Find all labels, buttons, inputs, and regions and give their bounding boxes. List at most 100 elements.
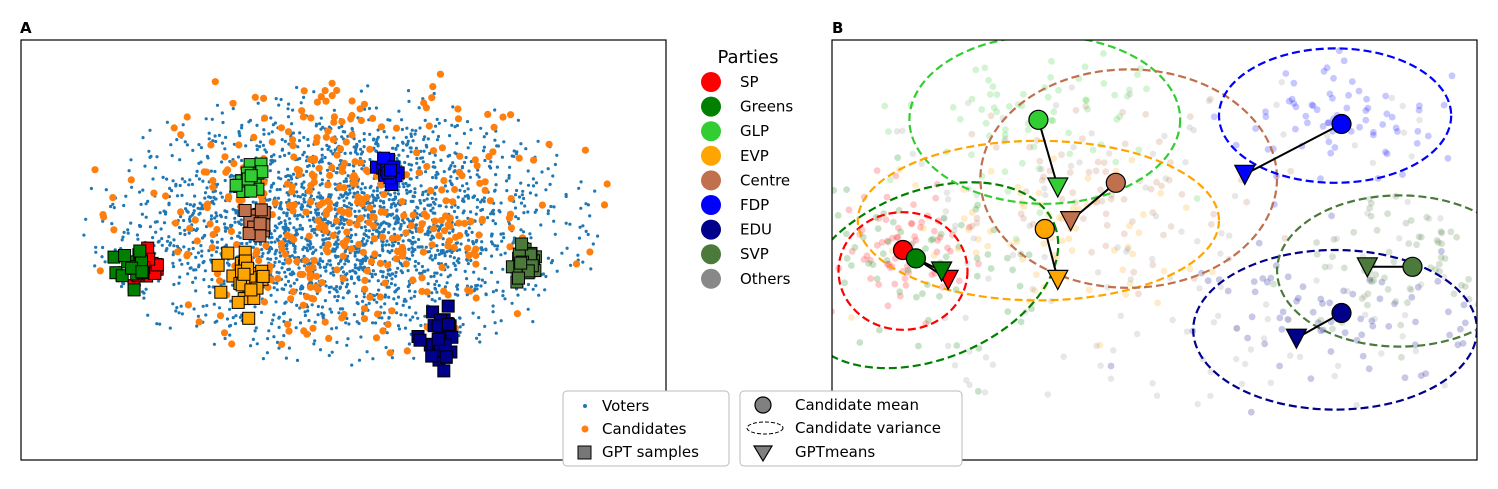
candidate-point-edu (1247, 408, 1255, 416)
voter-point (464, 229, 468, 233)
voter-point (168, 326, 172, 330)
candidate-point (449, 198, 457, 206)
voter-point (373, 272, 378, 276)
voter-point (353, 251, 357, 256)
voter-point (217, 306, 222, 310)
voter-point (154, 166, 158, 170)
voter-point (233, 216, 237, 220)
voter-point (406, 269, 410, 273)
voter-point (435, 271, 439, 275)
voter-point (204, 313, 208, 317)
voter-point (222, 279, 226, 283)
candidate-point-fdp (1414, 127, 1422, 135)
voter-point (169, 143, 173, 147)
candidate-point-greens (896, 288, 904, 296)
voter-point (261, 252, 265, 256)
voter-point (507, 176, 511, 180)
candidate-point-centre (1097, 186, 1104, 194)
candidate-point-centre (1102, 242, 1110, 250)
voter-point (394, 274, 398, 278)
voter-point (180, 312, 184, 316)
voter-point (462, 160, 467, 164)
candidate-point (452, 233, 460, 241)
voter-point (501, 289, 505, 293)
gpt-sample-edu (439, 350, 453, 364)
candidate-point-fdp (1288, 95, 1296, 103)
candidate-point (339, 252, 347, 260)
candidate-point-centre (1033, 136, 1041, 144)
candidate-point-greens (895, 206, 903, 214)
candidate-point (407, 222, 415, 230)
candidate-point-others (1364, 210, 1371, 217)
party-legend-label-svp: SVP (740, 245, 769, 263)
voter-point (367, 229, 371, 233)
candidate-point-svp (1458, 281, 1465, 289)
candidate-point-fdp (1325, 119, 1333, 127)
voter-point (191, 246, 195, 251)
voter-point (329, 193, 333, 197)
candidate-point-glp (993, 91, 1001, 98)
voter-point (433, 271, 437, 275)
voter-point (403, 326, 408, 330)
voter-point (335, 340, 339, 344)
candidate-point-svp (1381, 274, 1388, 282)
voter-point (407, 289, 412, 293)
voter-point (467, 226, 471, 230)
voter-point (390, 356, 394, 360)
voter-point (417, 166, 422, 170)
voter-point (377, 288, 381, 292)
candidate-point (379, 327, 387, 335)
voter-point (306, 204, 310, 208)
voter-point (564, 221, 568, 225)
panel-a-label: A (20, 19, 32, 37)
candidate-point-greens (848, 262, 855, 269)
voter-point (181, 123, 185, 127)
voter-point (315, 233, 319, 237)
voter-point (279, 254, 283, 258)
candidate-point-svp (1413, 241, 1420, 249)
voter-point (564, 194, 568, 199)
legend-b-box (739, 390, 963, 467)
voter-point (258, 145, 262, 149)
voter-point (537, 293, 541, 297)
voter-point (321, 125, 325, 129)
legend-candidate-variance-marker (746, 421, 784, 435)
voter-point (268, 197, 272, 202)
voter-point (586, 232, 590, 237)
candidate-point (333, 266, 341, 274)
candidate-point-svp (1372, 271, 1380, 279)
voter-point (523, 204, 527, 208)
voter-point (568, 222, 572, 226)
candidate-point-others (1149, 380, 1156, 387)
candidate-point-edu (1309, 308, 1317, 316)
voter-point (438, 204, 442, 208)
candidate-point-others (943, 189, 951, 196)
voter-point (344, 321, 348, 325)
voter-point (345, 196, 349, 200)
candidate-point (306, 283, 314, 291)
voter-point (177, 225, 182, 230)
voter-point (383, 302, 387, 306)
candidate-point-centre (1165, 176, 1173, 184)
voter-point (372, 294, 376, 298)
voter-point (230, 223, 234, 228)
voter-point (195, 169, 199, 173)
voter-point (435, 117, 439, 121)
voter-point (334, 240, 338, 244)
voter-point (329, 263, 333, 267)
candidate-point-svp (1364, 301, 1371, 309)
candidate-mean-glp (1028, 109, 1049, 130)
voter-point (425, 145, 429, 149)
candidate-point-svp (1390, 258, 1398, 266)
candidate-point-fdp (1382, 148, 1389, 156)
legend-gpt-means-label: GPTmeans (795, 443, 875, 461)
candidate-point-centre (1020, 215, 1027, 222)
voter-point (127, 169, 131, 173)
voter-point (155, 220, 159, 224)
candidate-point (325, 334, 333, 342)
candidate-point (446, 222, 454, 230)
candidate-point (330, 113, 338, 121)
candidate-point (343, 228, 351, 236)
voter-point (160, 243, 164, 247)
voter-point (301, 193, 305, 197)
